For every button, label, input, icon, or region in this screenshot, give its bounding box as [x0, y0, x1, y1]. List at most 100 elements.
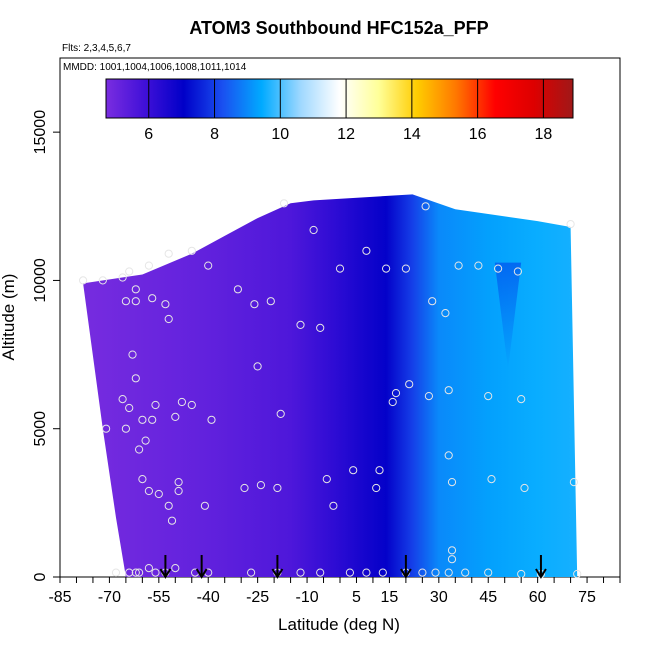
sample-point [487, 475, 496, 484]
sample-point [447, 478, 457, 487]
x-tick-label: -10 [295, 589, 318, 606]
sample-point [164, 249, 173, 258]
sample-point [296, 568, 305, 577]
sample-point [405, 380, 414, 389]
sample-point [494, 264, 503, 273]
sample-point [279, 199, 289, 208]
sample-point [428, 297, 437, 306]
sample-point [362, 246, 371, 255]
sample-point [375, 466, 384, 475]
sample-point [131, 568, 140, 577]
sample-point [349, 466, 358, 475]
x-tick-label: 75 [578, 589, 596, 606]
sample-point [148, 415, 157, 424]
sample-point [322, 475, 331, 484]
upper-plume [494, 262, 522, 370]
sample-point [253, 362, 262, 371]
sample-point [513, 267, 523, 276]
sample-point [98, 276, 107, 285]
sample-point [118, 395, 127, 404]
sample-point [447, 546, 457, 555]
sample-point [138, 475, 147, 484]
x-tick-label: 60 [529, 589, 547, 606]
sample-point [372, 483, 381, 493]
x-axis-label: Latitude (deg N) [278, 615, 400, 634]
sample-point [520, 483, 529, 493]
sample-point [573, 569, 582, 579]
colorbar-tick-label: 16 [469, 126, 487, 143]
sample-point [131, 297, 140, 306]
sample-point [144, 261, 153, 270]
colorbar-tick-label: 12 [337, 126, 355, 143]
sample-point [345, 568, 354, 577]
sample-point [144, 486, 153, 496]
sample-point [569, 478, 579, 487]
sample-point [484, 392, 493, 401]
sample-point [204, 261, 213, 270]
sample-point [125, 267, 134, 276]
sample-point [474, 261, 483, 270]
x-tick-label: -70 [98, 589, 121, 606]
flight-arrow-head [535, 568, 547, 579]
sample-point [79, 276, 88, 285]
sample-point [102, 424, 111, 433]
sample-point [164, 501, 173, 510]
sample-point [135, 445, 144, 454]
sample-point [388, 397, 397, 407]
sample-point [131, 285, 140, 294]
sample-point [167, 516, 177, 525]
x-tick-label: 30 [430, 589, 448, 606]
sample-point [171, 412, 180, 421]
chart-title: ATOM3 Southbound HFC152a_PFP [189, 18, 488, 38]
y-tick-label: 0 [32, 572, 49, 581]
sample-point [461, 568, 470, 577]
x-tick-label: 45 [479, 589, 497, 606]
y-axis: 0 5000 10000 15000 [32, 110, 60, 581]
sample-point [164, 314, 173, 324]
x-tick-label: 5 [352, 589, 361, 606]
sample-point [444, 451, 453, 460]
sample-point [309, 225, 318, 235]
sample-point [138, 415, 147, 424]
sample-point [187, 400, 196, 410]
colorbar-tick-label: 8 [210, 126, 219, 143]
sample-point [135, 568, 144, 577]
sample-point [121, 297, 131, 306]
colorbar-tick-label: 6 [144, 126, 153, 143]
y-axis-label: Altitude (m) [0, 274, 18, 361]
curtain-field [83, 194, 578, 577]
sample-point [273, 483, 282, 493]
sample-point [362, 568, 371, 577]
sample-point [316, 323, 325, 332]
sample-point [200, 501, 209, 510]
sample-point [174, 486, 183, 496]
y-tick-label: 5000 [32, 411, 49, 447]
dates-label: MMDD: 1001,1004,1006,1008,1011,1014 [63, 62, 247, 73]
sample-point [517, 395, 526, 404]
sample-point [177, 397, 186, 407]
sample-point [484, 568, 493, 577]
sample-point [125, 568, 134, 577]
sample-point [111, 568, 121, 577]
flight-arrow-head [195, 568, 208, 579]
x-axis: -85 -70 -55 -40 -25 -10 5 15 30 45 60 75 [48, 577, 621, 606]
sample-point [316, 568, 325, 577]
sample-point [121, 424, 131, 433]
sample-point [444, 568, 453, 577]
y-tick-label: 15000 [32, 110, 49, 155]
sample-point [207, 415, 216, 424]
colorbar: 6 8 10 12 14 16 18 [105, 78, 574, 143]
sample-point [266, 297, 275, 306]
sample-point [161, 300, 170, 309]
sample-point [401, 264, 410, 273]
sample-points [79, 199, 582, 579]
sample-point [154, 489, 163, 499]
sample-point [454, 261, 463, 270]
flight-arrow-head [159, 568, 172, 579]
sample-point [378, 568, 387, 577]
flight-arrows [159, 555, 547, 579]
sample-point [441, 309, 450, 318]
sample-point [335, 264, 345, 273]
sample-point [144, 564, 153, 573]
